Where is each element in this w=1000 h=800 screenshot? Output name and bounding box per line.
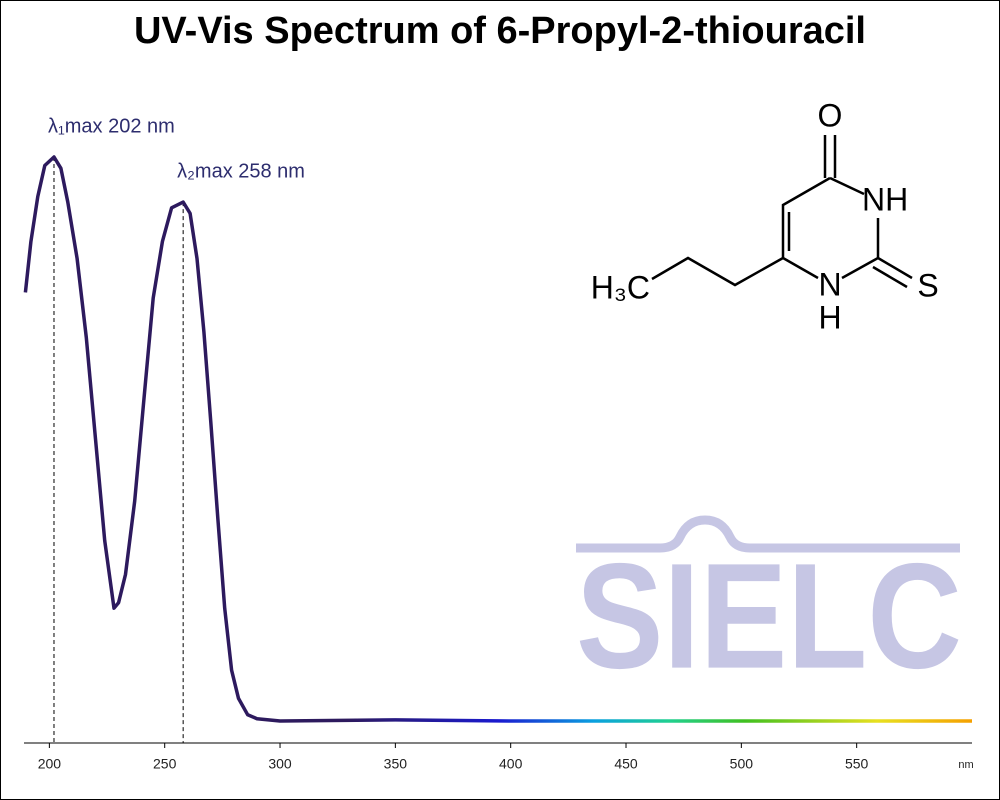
chart-title: UV-Vis Spectrum of 6-Propyl-2-thiouracil <box>134 10 866 52</box>
peak-label: λ₂max 258 nm <box>177 160 305 182</box>
x-tick-label: 350 <box>384 756 408 772</box>
x-tick-label: 550 <box>845 756 869 772</box>
x-tick-label: 200 <box>38 756 62 772</box>
x-tick-label: 250 <box>153 756 177 772</box>
peak-label: λ₁max 202 nm <box>48 115 175 137</box>
x-tick-label: 500 <box>730 756 754 772</box>
spectrum-line <box>23 155 972 723</box>
watermark: SIELC <box>576 515 962 700</box>
atom-label: S <box>917 267 938 303</box>
x-tick-label: 300 <box>268 756 292 772</box>
atom-label: N <box>818 266 841 302</box>
atom-label: H <box>818 299 841 335</box>
structure: O NH N H S H₃C <box>591 97 939 335</box>
x-tick-label: 450 <box>614 756 638 772</box>
atom-label: NH <box>862 181 908 217</box>
x-axis-label: nm <box>958 759 973 771</box>
watermark-text: SIELC <box>576 532 962 700</box>
atom-label: H₃C <box>591 269 650 305</box>
x-tick-label: 400 <box>499 756 523 772</box>
atom-label: O <box>818 97 843 133</box>
